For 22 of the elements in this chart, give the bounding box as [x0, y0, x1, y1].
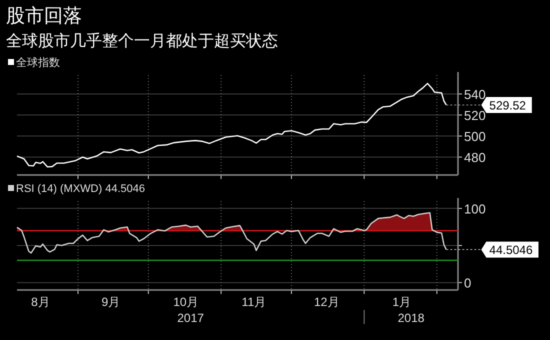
legend-label: 全球指数 [16, 56, 60, 69]
annotation: 44.5046 [489, 243, 533, 258]
legend-label: RSI (14) (MXWD) 44.5046 [16, 183, 145, 195]
chart-subtitle: 全球股市几乎整个一月都处于超买状态 [6, 32, 278, 50]
y-tick-label: 0 [464, 276, 472, 291]
x-tick-label: 9月 [101, 295, 120, 309]
chart-title: 股市回落 [6, 5, 82, 27]
x-tick-label: 10月 [173, 295, 199, 309]
y-tick-label: 480 [464, 150, 486, 166]
text: 2018 [398, 311, 425, 325]
x-tick-label: 12月 [314, 295, 340, 309]
x-tick-label: 8月 [31, 295, 50, 309]
x-tick-label: 11月 [242, 295, 266, 309]
y-tick-label: 540 [464, 86, 486, 102]
annotation: 529.52 [489, 98, 526, 112]
y-tick-label: 500 [464, 129, 486, 144]
x-tick-label: 1月 [392, 295, 412, 309]
line-series [16, 212, 447, 254]
y-tick-label: 520 [464, 108, 486, 123]
line-series [16, 82, 447, 168]
y-tick-label: 100 [464, 201, 486, 216]
text: 2017 [177, 311, 204, 325]
